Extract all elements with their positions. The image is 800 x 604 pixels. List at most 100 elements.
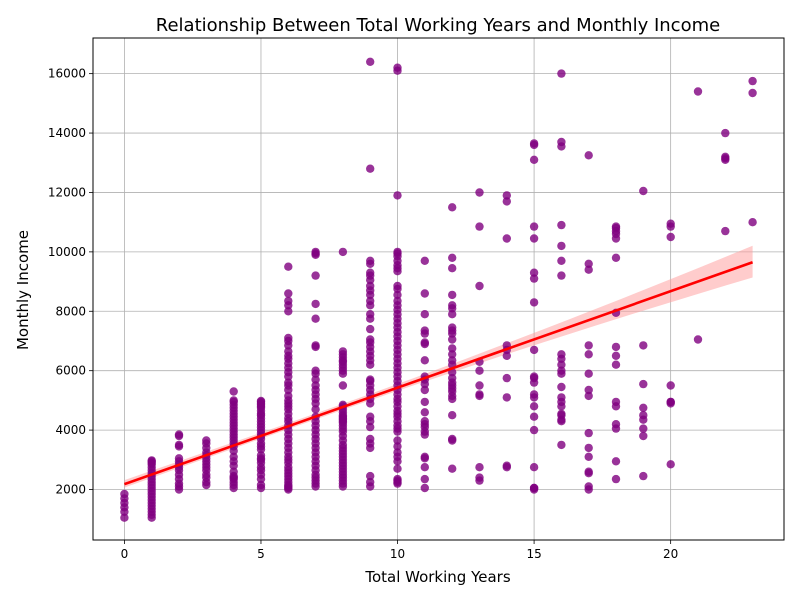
y-tick-label: 4000 bbox=[55, 423, 86, 437]
data-point bbox=[284, 289, 293, 298]
data-point bbox=[284, 378, 293, 387]
data-point bbox=[229, 452, 238, 461]
data-point bbox=[639, 411, 648, 420]
data-point bbox=[502, 234, 511, 243]
data-point bbox=[666, 397, 675, 407]
data-point bbox=[311, 341, 320, 350]
data-point bbox=[557, 397, 566, 407]
data-point bbox=[639, 431, 648, 441]
x-tick-label: 20 bbox=[663, 547, 678, 561]
data-point bbox=[666, 219, 675, 228]
data-point bbox=[557, 350, 566, 359]
data-point bbox=[666, 460, 675, 469]
data-point bbox=[338, 347, 348, 356]
data-point bbox=[202, 436, 211, 445]
data-point bbox=[420, 417, 429, 426]
data-point bbox=[584, 341, 593, 350]
data-point bbox=[666, 232, 675, 242]
data-point bbox=[311, 250, 320, 259]
data-point bbox=[366, 310, 375, 319]
data-point bbox=[311, 375, 320, 384]
data-point bbox=[366, 164, 375, 173]
data-point bbox=[529, 463, 539, 472]
data-point bbox=[448, 335, 457, 344]
data-point bbox=[393, 448, 402, 457]
data-point bbox=[284, 262, 293, 271]
data-point bbox=[311, 381, 320, 390]
data-point bbox=[366, 324, 375, 334]
data-point bbox=[366, 422, 375, 432]
data-point bbox=[502, 461, 511, 470]
data-point bbox=[256, 480, 266, 490]
data-point bbox=[584, 259, 593, 268]
data-point bbox=[448, 290, 457, 300]
data-point bbox=[502, 373, 511, 383]
data-point bbox=[284, 296, 293, 306]
points-layer bbox=[120, 57, 757, 522]
data-point bbox=[448, 350, 457, 359]
data-point bbox=[529, 393, 539, 402]
data-point bbox=[611, 420, 621, 429]
data-point bbox=[666, 381, 675, 390]
data-point bbox=[393, 442, 402, 451]
data-point bbox=[475, 188, 484, 197]
data-point bbox=[420, 385, 429, 395]
data-point bbox=[557, 271, 566, 280]
data-point bbox=[502, 351, 511, 360]
data-point bbox=[366, 477, 375, 487]
data-point bbox=[284, 347, 293, 356]
data-point bbox=[529, 402, 539, 411]
data-point bbox=[448, 323, 457, 332]
data-point bbox=[529, 412, 539, 421]
data-point bbox=[366, 434, 375, 444]
data-point bbox=[311, 405, 320, 414]
data-point bbox=[174, 430, 184, 439]
data-point bbox=[611, 253, 621, 262]
data-point bbox=[366, 335, 375, 344]
data-point bbox=[120, 489, 129, 499]
data-point bbox=[420, 483, 429, 493]
data-point bbox=[366, 57, 375, 66]
regression-line-layer bbox=[123, 261, 754, 486]
data-point bbox=[529, 139, 539, 148]
data-point bbox=[393, 290, 402, 300]
y-tick-label: 8000 bbox=[55, 304, 86, 318]
data-point bbox=[420, 356, 429, 365]
data-point bbox=[557, 360, 566, 369]
data-point bbox=[693, 335, 703, 344]
data-point bbox=[584, 452, 593, 461]
data-point bbox=[557, 241, 566, 251]
data-point bbox=[448, 264, 457, 273]
data-point bbox=[584, 350, 593, 359]
data-point bbox=[174, 440, 184, 450]
data-point bbox=[557, 440, 566, 450]
data-point bbox=[584, 385, 593, 395]
data-point bbox=[393, 191, 402, 200]
data-point bbox=[721, 226, 730, 236]
data-point bbox=[366, 471, 375, 481]
data-point bbox=[420, 310, 429, 319]
data-point bbox=[366, 256, 375, 265]
data-point bbox=[639, 471, 648, 481]
data-point bbox=[448, 411, 457, 420]
data-point bbox=[611, 342, 621, 352]
data-point bbox=[284, 391, 293, 401]
x-tick-label: 5 bbox=[257, 547, 265, 561]
data-point bbox=[584, 391, 593, 401]
data-point bbox=[748, 88, 757, 98]
x-axis-ticks: 0 5 10 15 20 bbox=[121, 540, 678, 561]
data-point bbox=[338, 412, 348, 421]
data-point bbox=[420, 326, 429, 335]
data-point bbox=[284, 307, 293, 316]
data-point bbox=[639, 379, 648, 389]
data-point bbox=[420, 338, 429, 347]
data-point bbox=[448, 310, 457, 319]
y-tick-label: 12000 bbox=[48, 185, 86, 199]
data-point bbox=[256, 451, 266, 460]
data-point bbox=[420, 463, 429, 472]
data-point bbox=[529, 372, 539, 381]
data-point bbox=[448, 434, 457, 444]
data-point bbox=[366, 296, 375, 306]
data-point bbox=[584, 428, 593, 438]
data-point bbox=[420, 289, 429, 298]
